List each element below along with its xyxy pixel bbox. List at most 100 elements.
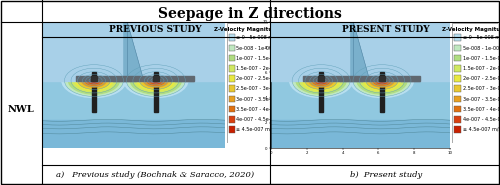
Ellipse shape bbox=[64, 65, 124, 96]
Ellipse shape bbox=[142, 73, 169, 88]
Bar bbox=[380, 72, 384, 76]
Bar bbox=[454, 85, 460, 92]
Bar bbox=[228, 106, 235, 112]
Bar bbox=[271, 22, 450, 79]
Bar bbox=[228, 55, 235, 61]
Text: 4e-007 - 4.5e-007 m/sec: 4e-007 - 4.5e-007 m/sec bbox=[236, 117, 296, 122]
Ellipse shape bbox=[372, 75, 392, 86]
Text: 4e-007 - 4.5e-007 m/sec: 4e-007 - 4.5e-007 m/sec bbox=[462, 117, 500, 122]
Ellipse shape bbox=[78, 72, 110, 89]
Bar bbox=[319, 72, 323, 76]
Ellipse shape bbox=[312, 75, 331, 86]
Polygon shape bbox=[126, 22, 143, 79]
Bar bbox=[228, 75, 235, 82]
Text: 2.5e-007 - 3e-007 m/sec: 2.5e-007 - 3e-007 m/sec bbox=[236, 86, 296, 91]
Bar bbox=[124, 22, 126, 79]
Ellipse shape bbox=[308, 73, 334, 88]
Text: 1e-007 - 1.5e-007 m/sec: 1e-007 - 1.5e-007 m/sec bbox=[236, 55, 296, 60]
Text: 1.5e-007 - 2e-007 m/sec: 1.5e-007 - 2e-007 m/sec bbox=[462, 65, 500, 70]
Text: 3e-007 - 3.5e-007 m/sec: 3e-007 - 3.5e-007 m/sec bbox=[462, 96, 500, 101]
Text: ≥ 4.5e-007 m/sec: ≥ 4.5e-007 m/sec bbox=[236, 127, 280, 132]
Ellipse shape bbox=[150, 77, 162, 84]
Bar bbox=[318, 76, 324, 81]
Bar bbox=[454, 55, 460, 61]
Text: 3e-007 - 3.5e-007 m/sec: 3e-007 - 3.5e-007 m/sec bbox=[236, 96, 296, 101]
Bar bbox=[124, 22, 126, 79]
Text: 1e-007 - 1.5e-007 m/sec: 1e-007 - 1.5e-007 m/sec bbox=[462, 55, 500, 60]
Bar bbox=[303, 76, 420, 81]
Ellipse shape bbox=[314, 77, 328, 84]
Bar bbox=[271, 79, 450, 120]
Bar bbox=[43, 120, 225, 148]
Ellipse shape bbox=[71, 68, 117, 93]
Bar bbox=[319, 80, 323, 112]
Bar bbox=[228, 34, 235, 41]
Bar bbox=[454, 65, 460, 72]
Bar bbox=[43, 79, 225, 120]
Ellipse shape bbox=[126, 65, 186, 96]
Bar bbox=[454, 75, 460, 82]
Bar bbox=[454, 116, 460, 123]
Bar bbox=[92, 72, 96, 76]
Bar bbox=[228, 65, 235, 72]
Bar bbox=[350, 22, 354, 79]
Ellipse shape bbox=[123, 63, 188, 98]
Ellipse shape bbox=[84, 75, 104, 86]
Ellipse shape bbox=[289, 63, 354, 98]
Text: 3.5e-007 - 4e-007 m/sec: 3.5e-007 - 4e-007 m/sec bbox=[462, 106, 500, 111]
Ellipse shape bbox=[61, 63, 126, 98]
Text: 5e-008 - 1e-007 m/sec: 5e-008 - 1e-007 m/sec bbox=[462, 45, 500, 50]
Ellipse shape bbox=[366, 72, 398, 89]
Ellipse shape bbox=[296, 66, 347, 95]
Text: 5e-008 - 1e-007 m/sec: 5e-008 - 1e-007 m/sec bbox=[236, 45, 292, 50]
Bar bbox=[454, 126, 460, 133]
Polygon shape bbox=[353, 22, 370, 79]
Text: Z-Velocity Magnitude: Z-Velocity Magnitude bbox=[214, 27, 280, 32]
Ellipse shape bbox=[360, 68, 405, 93]
Ellipse shape bbox=[130, 66, 182, 95]
Text: b)  Present study: b) Present study bbox=[350, 171, 422, 179]
Bar bbox=[271, 16, 450, 81]
Text: ≤ 0 - 5e-008 m/sec: ≤ 0 - 5e-008 m/sec bbox=[462, 35, 500, 40]
Ellipse shape bbox=[136, 70, 175, 91]
Ellipse shape bbox=[379, 79, 385, 82]
Bar bbox=[454, 34, 460, 41]
Ellipse shape bbox=[353, 65, 411, 96]
Ellipse shape bbox=[152, 79, 159, 82]
Ellipse shape bbox=[90, 79, 97, 82]
Ellipse shape bbox=[369, 73, 395, 88]
Bar bbox=[228, 126, 235, 133]
Bar bbox=[228, 85, 235, 92]
Bar bbox=[454, 96, 460, 102]
Text: NWL: NWL bbox=[8, 105, 34, 115]
Bar bbox=[228, 116, 235, 123]
Bar bbox=[152, 76, 159, 81]
Bar bbox=[76, 76, 194, 81]
Bar bbox=[43, 16, 225, 81]
Bar bbox=[92, 80, 96, 112]
Bar bbox=[90, 76, 97, 81]
Ellipse shape bbox=[81, 73, 107, 88]
Text: Z-Velocity Magnitude: Z-Velocity Magnitude bbox=[442, 27, 500, 32]
Bar bbox=[271, 120, 450, 148]
Bar bbox=[303, 76, 420, 81]
Ellipse shape bbox=[318, 79, 324, 82]
Ellipse shape bbox=[302, 70, 341, 91]
Ellipse shape bbox=[356, 66, 408, 95]
Ellipse shape bbox=[350, 63, 414, 98]
Bar bbox=[154, 80, 158, 112]
Ellipse shape bbox=[362, 70, 402, 91]
Bar bbox=[454, 45, 460, 51]
Ellipse shape bbox=[133, 68, 179, 93]
Text: 2e-007 - 2.5e-007 m/sec: 2e-007 - 2.5e-007 m/sec bbox=[236, 76, 296, 81]
Text: 2.5e-007 - 3e-007 m/sec: 2.5e-007 - 3e-007 m/sec bbox=[462, 86, 500, 91]
Bar bbox=[228, 96, 235, 102]
Ellipse shape bbox=[376, 77, 388, 84]
Ellipse shape bbox=[305, 72, 337, 89]
Bar bbox=[379, 76, 385, 81]
Ellipse shape bbox=[140, 72, 172, 89]
Bar bbox=[43, 22, 225, 79]
Ellipse shape bbox=[68, 66, 120, 95]
Text: Seepage in Z directions: Seepage in Z directions bbox=[158, 7, 342, 21]
Text: ≥ 4.5e-007 m/sec: ≥ 4.5e-007 m/sec bbox=[462, 127, 500, 132]
